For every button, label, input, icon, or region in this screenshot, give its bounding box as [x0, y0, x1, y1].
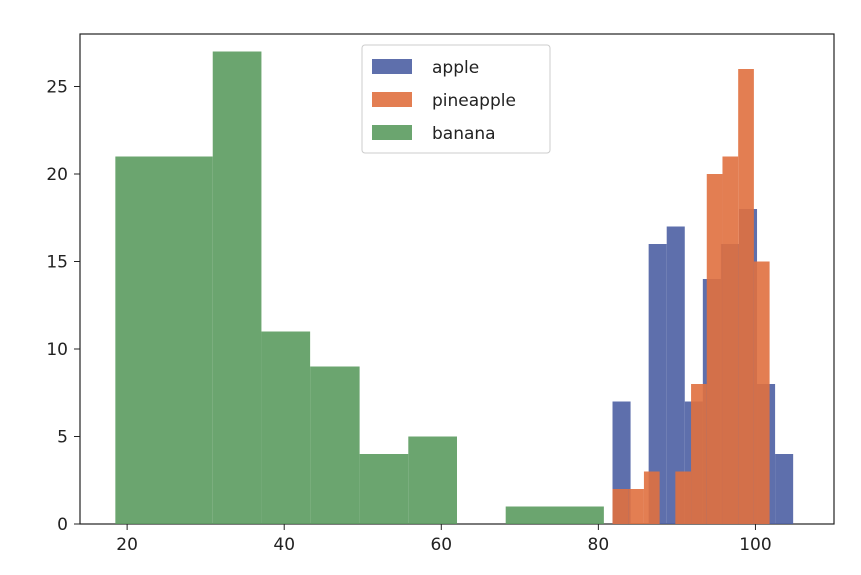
- legend-label-apple: apple: [432, 58, 479, 78]
- bar-apple-3: [666, 226, 685, 524]
- bars-layer: [115, 51, 794, 524]
- bar-banana-0: [115, 156, 213, 524]
- x-tick-label-100: 100: [739, 535, 771, 555]
- legend: apple pineapple banana: [361, 44, 551, 154]
- bar-pineapple-4: [675, 471, 692, 524]
- bar-pineapple-2: [643, 471, 660, 524]
- legend-swatch-pineapple: [372, 92, 412, 107]
- bar-apple-9: [775, 454, 794, 524]
- y-tick-label-25: 25: [46, 78, 68, 98]
- y-tick-label-10: 10: [46, 340, 68, 360]
- y-tick-label-5: 5: [57, 428, 68, 448]
- y-axis: 0 5 10 15 20 25: [46, 78, 80, 535]
- y-tick-label-15: 15: [46, 253, 68, 273]
- bar-pineapple-6: [706, 174, 723, 524]
- bar-banana-1: [212, 51, 262, 524]
- legend-swatch-apple: [372, 59, 412, 74]
- bar-banana-2: [261, 331, 311, 524]
- bar-pineapple-7: [722, 156, 739, 524]
- x-tick-label-80: 80: [588, 535, 610, 555]
- x-tick-label-20: 20: [116, 535, 138, 555]
- bar-banana-7: [505, 506, 604, 524]
- bar-pineapple-0: [612, 489, 629, 524]
- bar-pineapple-1: [628, 489, 644, 524]
- bar-pineapple-5: [691, 384, 707, 524]
- legend-label-banana: banana: [432, 124, 496, 144]
- bar-banana-5: [408, 436, 457, 524]
- legend-swatch-banana: [372, 125, 412, 140]
- legend-label-pineapple: pineapple: [432, 91, 516, 111]
- bar-apple-2: [648, 244, 667, 524]
- y-tick-label-20: 20: [46, 165, 68, 185]
- x-tick-label-60: 60: [430, 535, 452, 555]
- x-axis: 20 40 60 80 100: [116, 524, 772, 555]
- bar-pineapple-9: [753, 261, 770, 524]
- bar-pineapple-8: [738, 69, 754, 524]
- x-tick-label-40: 40: [273, 535, 295, 555]
- bar-banana-4: [359, 454, 409, 524]
- y-tick-label-0: 0: [57, 515, 68, 535]
- bar-banana-3: [310, 366, 360, 524]
